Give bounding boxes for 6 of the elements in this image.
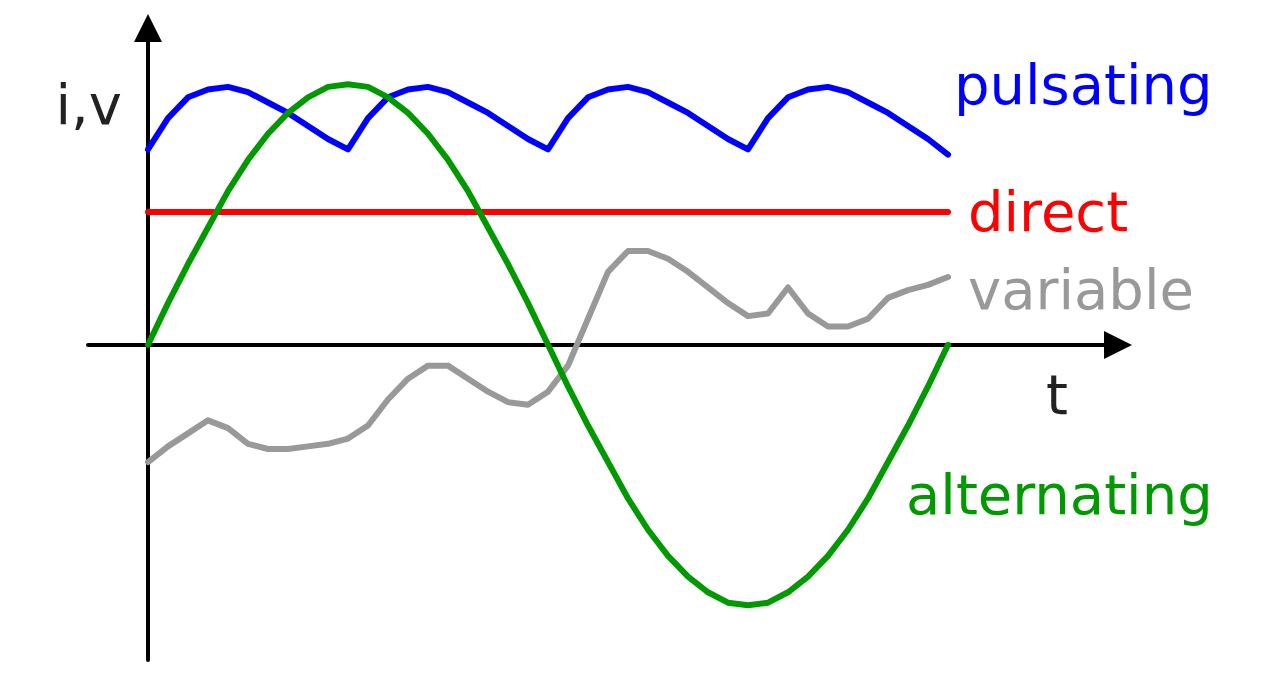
- series-label: variable: [968, 256, 1194, 322]
- y-axis-title: i,v: [55, 71, 122, 137]
- series-label: direct: [968, 179, 1129, 245]
- series-label: alternating: [906, 462, 1213, 528]
- x-axis-title: t: [1046, 362, 1068, 428]
- series-label: pulsating: [954, 52, 1213, 118]
